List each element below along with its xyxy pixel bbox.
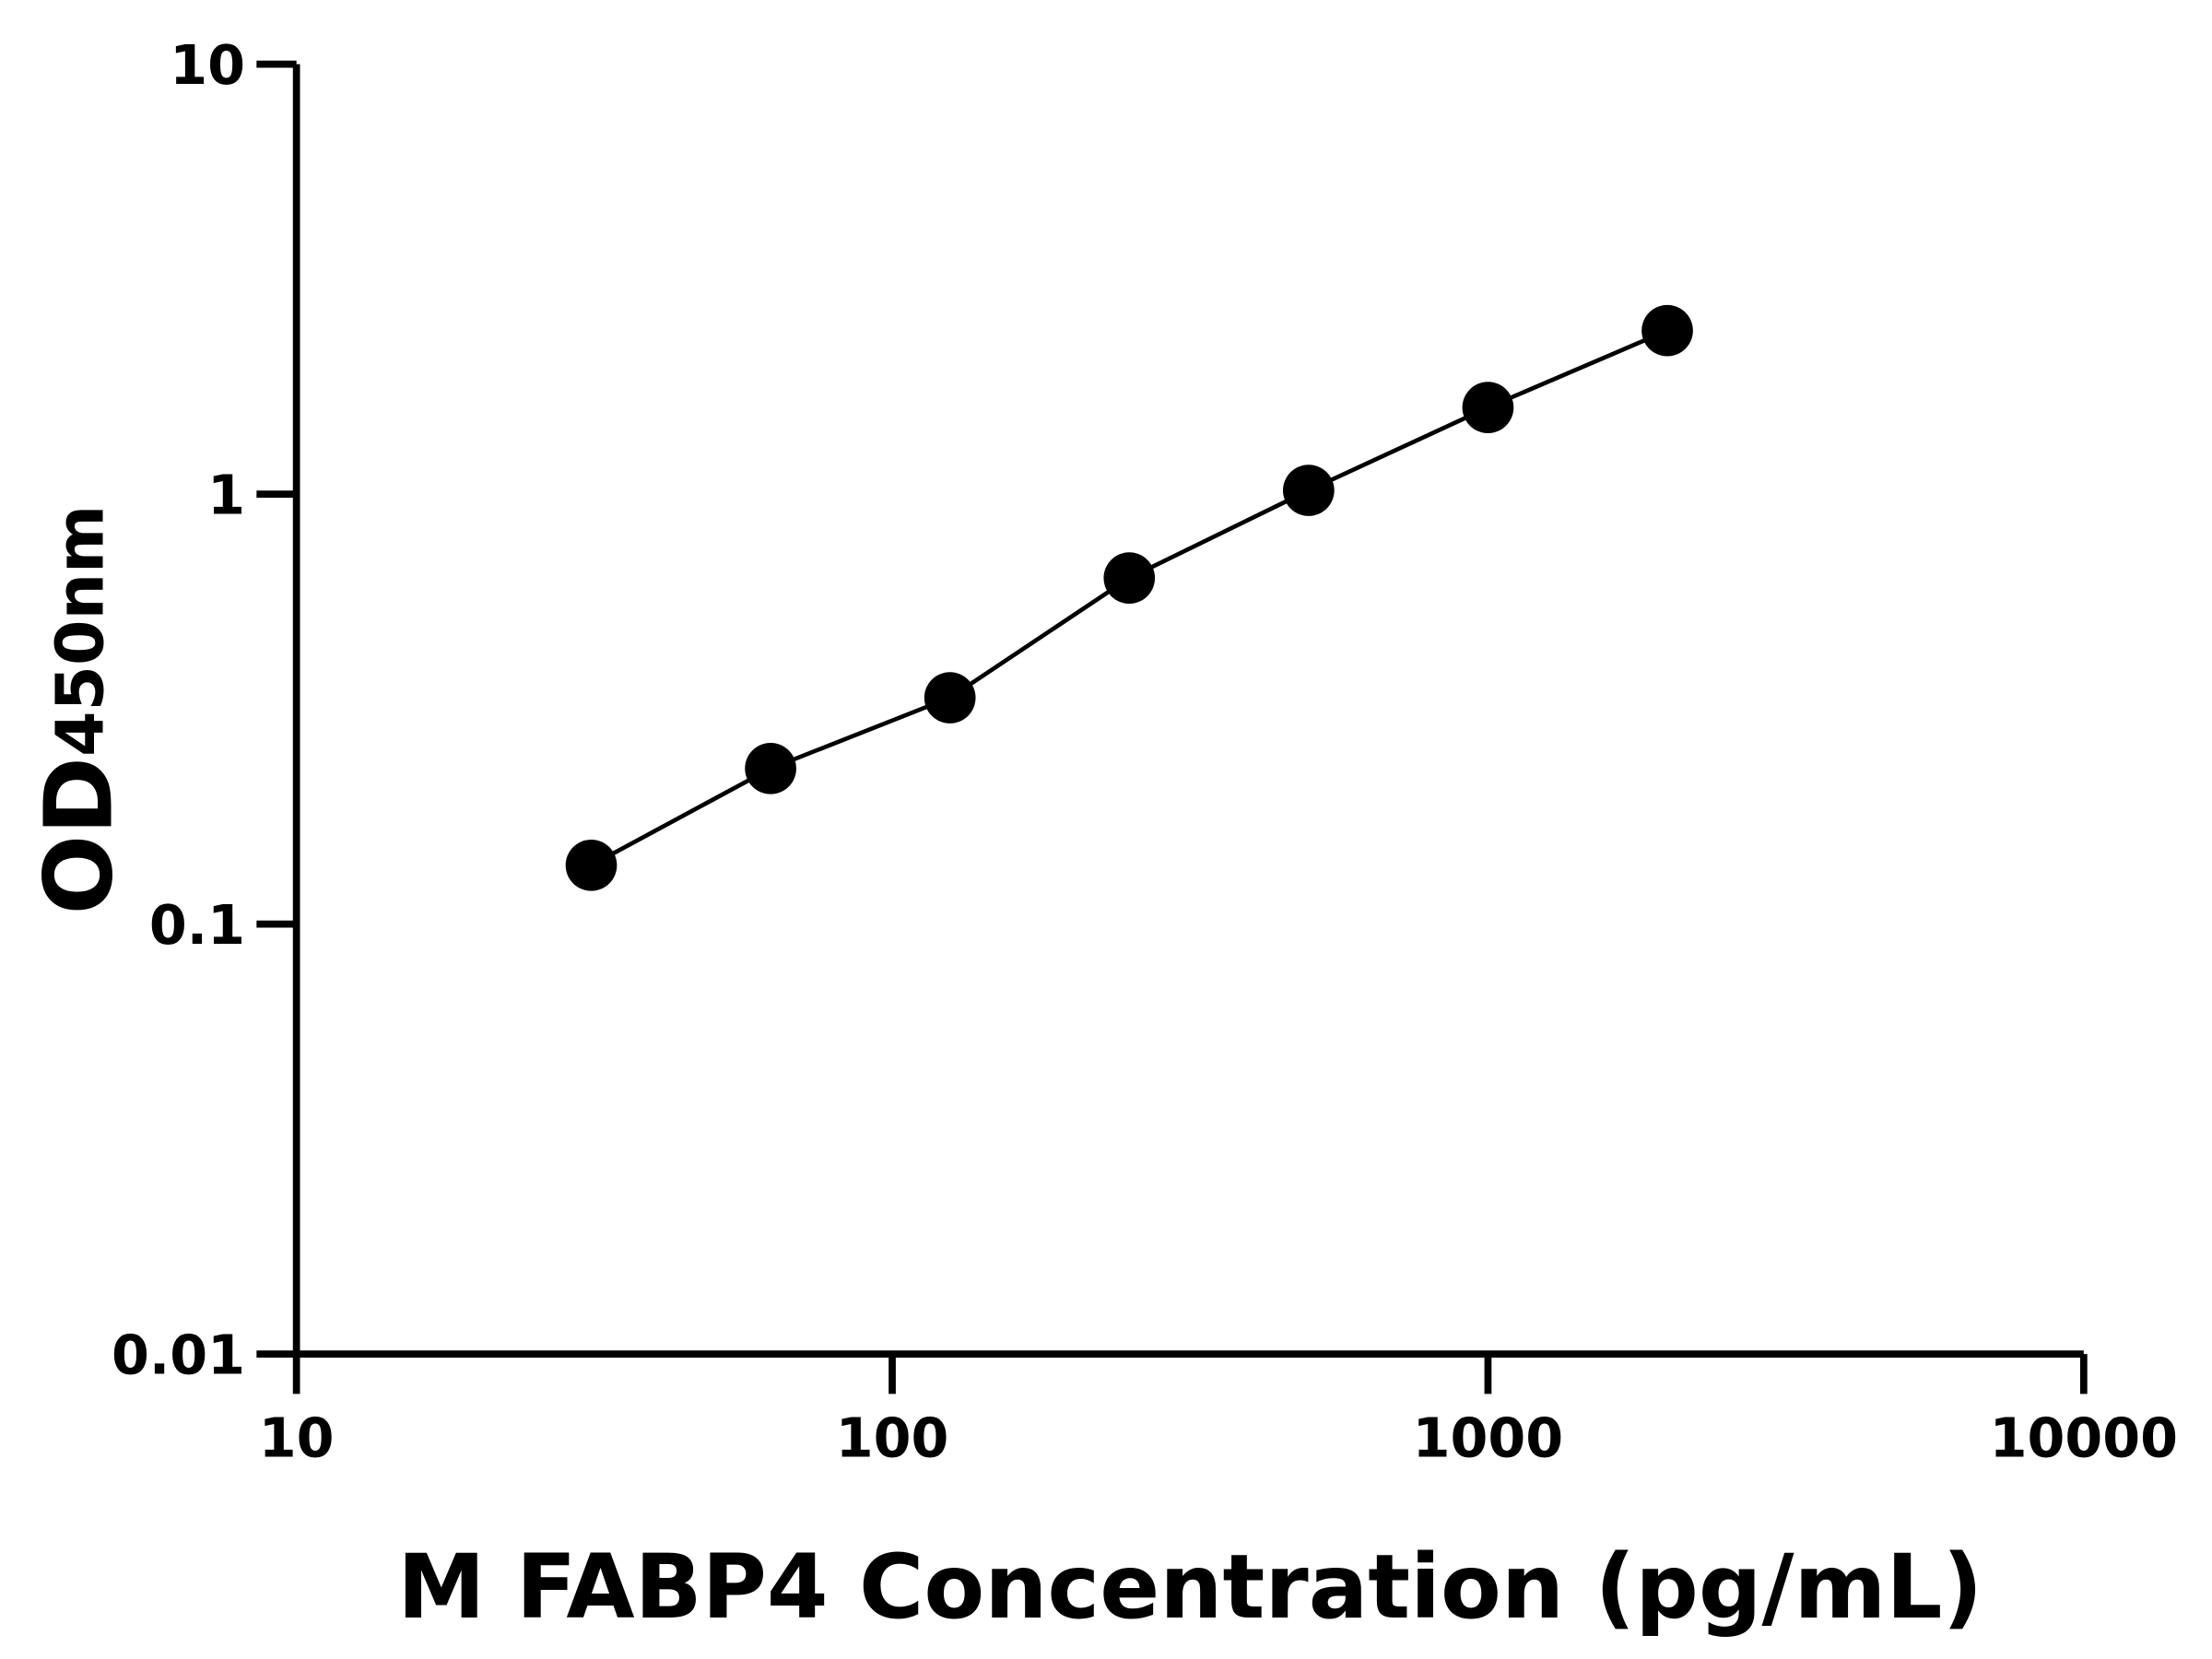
data-point xyxy=(924,672,976,724)
x-tick-label: 10 xyxy=(259,1406,335,1469)
y-axis-label-sub: 450nm xyxy=(41,505,118,757)
y-tick-label: 10 xyxy=(170,33,245,97)
y-axis-label-main: OD xyxy=(25,757,135,914)
y-axis-label: OD450nm xyxy=(25,505,135,915)
data-point xyxy=(1103,552,1156,604)
y-tick-label: 0.1 xyxy=(149,893,245,957)
x-axis-label: M FABP4 Concentration (pg/mL) xyxy=(397,1535,1983,1639)
x-tick-label: 1000 xyxy=(1413,1406,1564,1469)
y-tick-label: 0.01 xyxy=(112,1324,245,1387)
data-point xyxy=(1462,382,1514,433)
data-point xyxy=(565,839,618,891)
y-tick-label: 1 xyxy=(207,464,245,527)
data-point xyxy=(745,742,796,794)
x-tick-label: 10000 xyxy=(1990,1406,2178,1469)
data-point xyxy=(1283,465,1335,516)
data-point xyxy=(1641,304,1693,357)
x-tick-label: 100 xyxy=(836,1406,949,1469)
